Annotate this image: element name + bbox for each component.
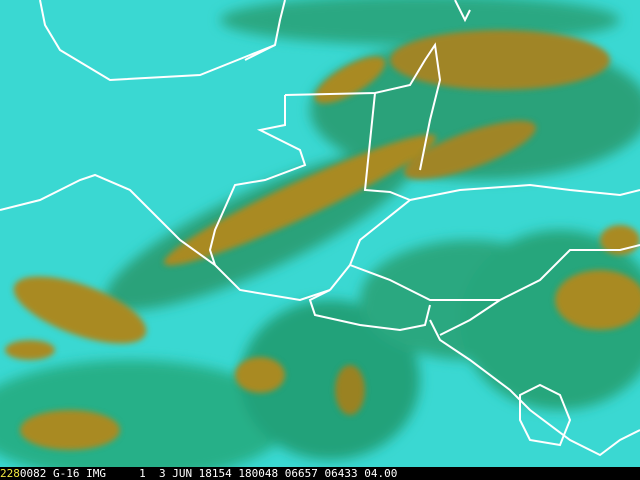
political-boundaries bbox=[0, 0, 640, 457]
frame-number: 228 bbox=[0, 467, 20, 480]
status-bar: 2280082 G-16 IMG 1 3 JUN 18154 180048 06… bbox=[0, 467, 640, 480]
satellite-image bbox=[0, 0, 640, 467]
image-info-text: 0082 G-16 IMG 1 3 JUN 18154 180048 06657… bbox=[19, 467, 398, 480]
